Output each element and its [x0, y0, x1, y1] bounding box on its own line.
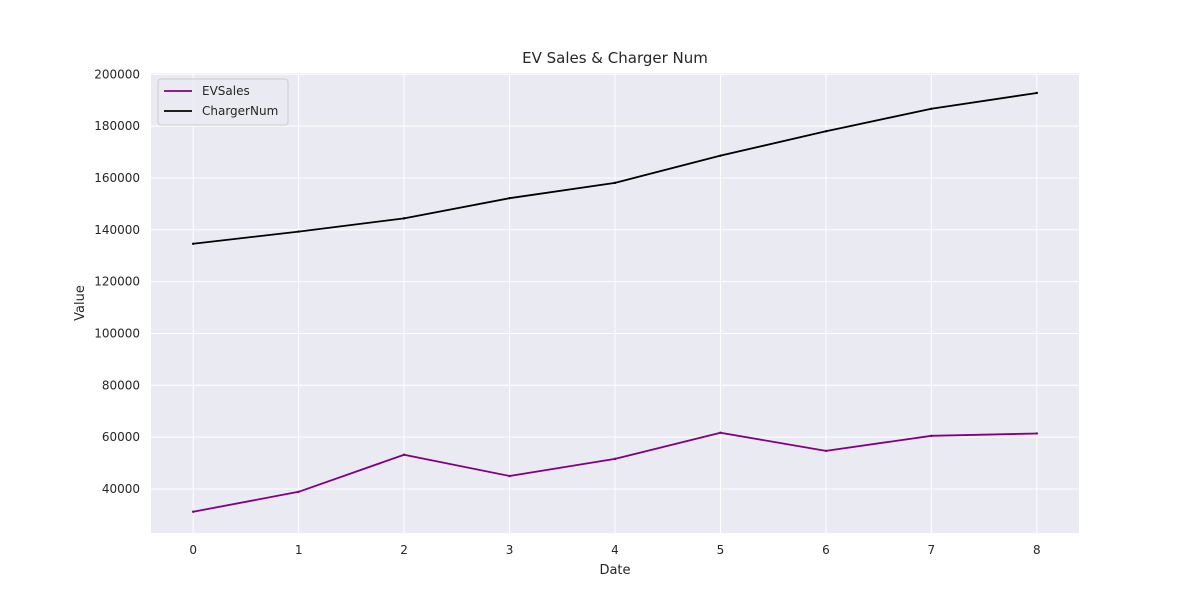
legend-label: ChargerNum: [202, 104, 278, 118]
data-point: [930, 434, 933, 438]
data-point: [191, 242, 195, 245]
data-point: [1035, 91, 1039, 95]
data-point: [508, 474, 511, 478]
y-tick-label: 140000: [94, 223, 140, 237]
legend: EVSales ChargerNum: [157, 78, 289, 126]
y-tick-label: 160000: [94, 171, 140, 185]
y-tick-label: 120000: [94, 275, 140, 289]
y-tick-label: 40000: [102, 482, 140, 496]
y-tick-label: 60000: [102, 430, 140, 444]
data-point: [824, 449, 828, 453]
x-axis-ticks: 0 1 2 3 4 5 6 7 8: [189, 543, 1040, 557]
data-point: [402, 217, 406, 220]
y-tick-label: 200000: [94, 67, 140, 81]
x-tick-label: 3: [506, 543, 514, 557]
data-point: [719, 154, 722, 157]
data-point: [1035, 432, 1039, 435]
data-point: [930, 107, 933, 110]
x-tick-label: 8: [1033, 543, 1041, 557]
data-point: [719, 431, 722, 434]
x-tick-label: 7: [928, 543, 936, 557]
data-point: [297, 490, 300, 493]
y-tick-label: 80000: [102, 378, 140, 392]
data-point: [613, 457, 617, 461]
y-tick-label: 180000: [94, 119, 140, 133]
data-point: [613, 181, 617, 185]
chart-title: EV Sales & Charger Num: [522, 49, 708, 67]
data-point: [191, 510, 195, 513]
x-axis-label: Date: [599, 563, 630, 578]
y-tick-label: 100000: [94, 326, 140, 340]
y-axis-label: Value: [73, 285, 88, 321]
x-tick-label: 0: [189, 543, 197, 557]
data-point: [508, 196, 511, 200]
y-axis-ticks: 40000 60000 80000 100000 120000 140000 160000 1…: [94, 67, 140, 496]
data-point: [824, 130, 828, 133]
x-tick-label: 6: [822, 543, 830, 557]
x-tick-label: 4: [611, 543, 619, 557]
x-tick-label: 1: [295, 543, 303, 557]
series-layer: [191, 91, 1039, 513]
data-point: [297, 230, 300, 233]
legend-label: EVSales: [202, 84, 250, 98]
data-point: [402, 453, 406, 456]
x-tick-label: 2: [400, 543, 408, 557]
x-tick-label: 5: [717, 543, 725, 557]
